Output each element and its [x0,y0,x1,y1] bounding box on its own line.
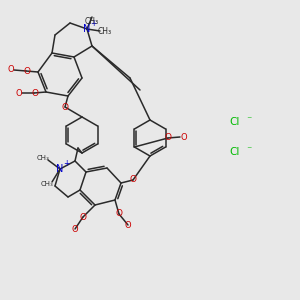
Text: O: O [80,212,86,221]
Text: O: O [8,65,14,74]
Text: +: + [90,20,96,28]
Text: O: O [16,88,22,98]
Text: N: N [56,164,64,174]
Text: O: O [61,103,68,112]
Text: +: + [63,160,69,169]
Text: ⁻: ⁻ [244,115,252,125]
Text: Cl: Cl [230,147,240,157]
Text: CH₃: CH₃ [85,16,99,26]
Text: O: O [32,88,38,98]
Text: O: O [23,67,31,76]
Text: Cl: Cl [230,117,240,127]
Text: CH₃: CH₃ [98,26,112,35]
Text: O: O [116,209,122,218]
Text: CH₃: CH₃ [40,181,53,187]
Text: O: O [164,134,172,142]
Text: O: O [130,176,136,184]
Text: O: O [72,224,78,233]
Text: O: O [181,133,187,142]
Text: ⁻: ⁻ [244,145,252,155]
Text: O: O [125,220,131,230]
Text: CH₃: CH₃ [37,155,50,161]
Text: N: N [83,24,91,34]
